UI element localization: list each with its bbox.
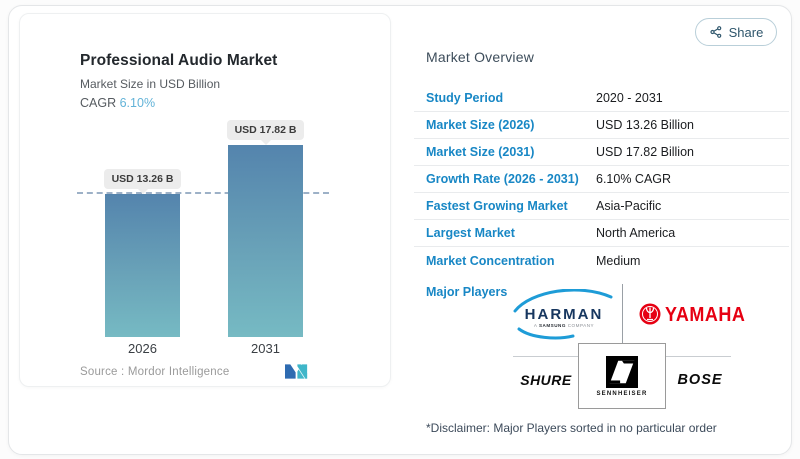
x-axis-tick-2031: 2031 [251, 341, 280, 356]
table-row-market-size-2031: Market Size (2031) USD 17.82 Billion [414, 139, 789, 166]
table-row-market-concentration: Market Concentration Medium [414, 247, 789, 274]
row-label: Growth Rate (2026 - 2031) [426, 172, 579, 186]
row-label: Fastest Growing Market [426, 199, 568, 213]
bar-2031[interactable] [228, 145, 303, 337]
row-label: Largest Market [426, 226, 515, 240]
share-icon [710, 26, 721, 38]
share-button[interactable]: Share [695, 18, 777, 46]
bar-value-label-2031: USD 17.82 B [226, 120, 305, 140]
overview-heading: Market Overview [426, 49, 535, 65]
row-value: Asia-Pacific [596, 199, 662, 213]
row-label: Study Period [426, 91, 504, 105]
cagr-value: 6.10% [119, 96, 156, 110]
row-label: Market Size (2031) [426, 145, 535, 159]
table-row-market-size-2026: Market Size (2026) USD 13.26 Billion [414, 112, 789, 139]
bar-group-2026: USD 13.26 B [103, 169, 182, 337]
major-players-label: Major Players [426, 285, 508, 299]
table-row-growth-rate: Growth Rate (2026 - 2031) 6.10% CAGR [414, 166, 789, 193]
players-vertical-divider [622, 284, 623, 344]
market-overview-card: Share Professional Audio Market Market S… [8, 5, 792, 455]
disclaimer-text: *Disclaimer: Major Players sorted in no … [426, 421, 717, 435]
bar-group-2031: USD 17.82 B [226, 120, 305, 337]
chart-cagr: CAGR 6.10% [80, 96, 156, 110]
x-axis-tick-2026: 2026 [128, 341, 157, 356]
yamaha-mark-icon [639, 303, 661, 325]
tooltip-notch [260, 140, 271, 145]
share-label: Share [728, 24, 764, 40]
harman-swoosh-icon [513, 289, 613, 340]
yamaha-logo: YAMAHA [639, 301, 746, 325]
table-row-fastest-growing-market: Fastest Growing Market Asia-Pacific [414, 193, 789, 220]
harman-subtext: A SAMSUNG COMPANY [533, 323, 595, 328]
row-value: 2020 - 2031 [596, 91, 663, 105]
table-row-study-period: Study Period 2020 - 2031 [414, 85, 789, 112]
row-value: USD 13.26 Billion [596, 118, 694, 132]
sennheiser-wordmark: SENNHEISER [596, 390, 648, 397]
bar-chart-plot: USD 13.26 B USD 17.82 B [20, 120, 392, 337]
row-label: Market Concentration [426, 253, 555, 268]
chart-card: Professional Audio Market Market Size in… [19, 13, 391, 387]
sennheiser-logo-card: SENNHEISER [578, 343, 666, 409]
harman-wordmark: HARMAN [524, 306, 604, 323]
row-value: North America [596, 226, 676, 240]
chart-subtitle: Market Size in USD Billion [80, 77, 221, 91]
row-value: 6.10% CAGR [596, 172, 672, 186]
source-text: Source : Mordor Intelligence [80, 365, 230, 378]
chart-header: Professional Audio Market Market Size in… [80, 52, 277, 110]
baseline-dashed-line [77, 192, 329, 194]
overview-table: Study Period 2020 - 2031 Market Size (20… [414, 85, 789, 274]
mordor-intelligence-logo-icon [285, 364, 308, 379]
row-value: Medium [596, 253, 641, 268]
row-label: Market Size (2026) [426, 118, 535, 132]
bar-value-label-2026: USD 13.26 B [103, 169, 182, 189]
table-row-largest-market: Largest Market North America [414, 220, 789, 247]
chart-title: Professional Audio Market [80, 52, 278, 69]
source-row: Source : Mordor Intelligence [80, 363, 308, 380]
row-value: USD 17.82 Billion [596, 145, 694, 159]
shure-logo: SHURE [520, 372, 572, 388]
tooltip-notch [137, 189, 148, 194]
harman-logo: HARMAN A SAMSUNG COMPANY [509, 289, 619, 341]
sennheiser-mark-icon [606, 355, 638, 388]
yamaha-wordmark: YAMAHA [665, 301, 746, 325]
bar-2026[interactable] [105, 194, 180, 337]
bose-logo: BOSE [677, 372, 723, 388]
